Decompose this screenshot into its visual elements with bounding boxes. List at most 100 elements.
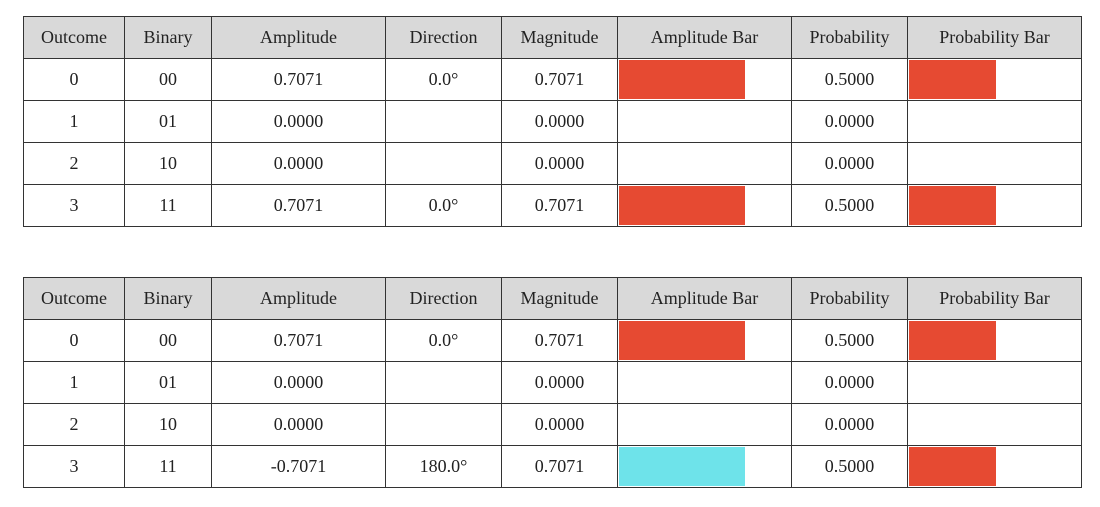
amplitude-cell: 0.0000 [211,403,386,446]
probability-cell: 0.5000 [791,184,908,227]
amplitude-bar [619,447,745,486]
table-row: 0 00 0.7071 0.0° 0.7071 0.5000 [23,58,1082,101]
amplitude-bar [619,186,745,225]
table-row: 2 10 0.0000 0.0000 0.0000 [23,403,1082,446]
amplitude-bar-cell [617,361,792,404]
outcome-cell: 2 [23,403,125,446]
table-row: 0 00 0.7071 0.0° 0.7071 0.5000 [23,319,1082,362]
binary-cell: 11 [124,184,212,227]
outcome-cell: 2 [23,142,125,185]
probability-bar-cell [907,184,1082,227]
table-row: 2 10 0.0000 0.0000 0.0000 [23,142,1082,185]
direction-cell: 180.0° [385,445,502,488]
direction-cell [385,100,502,143]
probability-cell: 0.5000 [791,445,908,488]
header-probability: Probability [791,277,908,320]
probability-bar-cell [907,361,1082,404]
header-probability-bar: Probability Bar [907,16,1082,59]
header-binary: Binary [124,277,212,320]
direction-cell [385,142,502,185]
binary-cell: 10 [124,142,212,185]
state-table-1: Outcome Binary Amplitude Direction Magni… [23,16,1082,227]
magnitude-cell: 0.0000 [501,361,618,404]
table-row: 3 11 -0.7071 180.0° 0.7071 0.5000 [23,445,1082,488]
amplitude-bar-cell [617,184,792,227]
outcome-cell: 3 [23,184,125,227]
binary-cell: 01 [124,100,212,143]
header-direction: Direction [385,277,502,320]
header-direction: Direction [385,16,502,59]
amplitude-bar-cell [617,142,792,185]
header-amplitude-bar: Amplitude Bar [617,277,792,320]
amplitude-cell: 0.0000 [211,361,386,404]
header-outcome: Outcome [23,277,125,320]
binary-cell: 11 [124,445,212,488]
binary-cell: 01 [124,361,212,404]
outcome-cell: 0 [23,58,125,101]
magnitude-cell: 0.0000 [501,142,618,185]
outcome-cell: 1 [23,100,125,143]
direction-cell [385,361,502,404]
direction-cell [385,403,502,446]
probability-bar-cell [907,142,1082,185]
header-amplitude: Amplitude [211,277,386,320]
header-probability-bar: Probability Bar [907,277,1082,320]
amplitude-bar-cell [617,58,792,101]
header-magnitude: Magnitude [501,16,618,59]
probability-cell: 0.5000 [791,319,908,362]
header-probability: Probability [791,16,908,59]
amplitude-bar-cell [617,319,792,362]
outcome-cell: 0 [23,319,125,362]
magnitude-cell: 0.0000 [501,100,618,143]
amplitude-bar [619,321,745,360]
probability-bar-cell [907,445,1082,488]
header-outcome: Outcome [23,16,125,59]
header-magnitude: Magnitude [501,277,618,320]
probability-bar [909,321,996,360]
outcome-cell: 1 [23,361,125,404]
probability-bar-cell [907,100,1082,143]
probability-cell: 0.5000 [791,58,908,101]
direction-cell: 0.0° [385,319,502,362]
outcome-cell: 3 [23,445,125,488]
binary-cell: 00 [124,319,212,362]
direction-cell: 0.0° [385,184,502,227]
table-row: 3 11 0.7071 0.0° 0.7071 0.5000 [23,184,1082,227]
table-row: 1 01 0.0000 0.0000 0.0000 [23,361,1082,404]
amplitude-bar-cell [617,100,792,143]
table-row: 1 01 0.0000 0.0000 0.0000 [23,100,1082,143]
amplitude-bar-cell [617,445,792,488]
amplitude-cell: 0.0000 [211,142,386,185]
probability-cell: 0.0000 [791,100,908,143]
header-row: Outcome Binary Amplitude Direction Magni… [23,277,1082,320]
probability-bar-cell [907,58,1082,101]
state-table-2: Outcome Binary Amplitude Direction Magni… [23,277,1082,488]
magnitude-cell: 0.0000 [501,403,618,446]
amplitude-cell: 0.7071 [211,319,386,362]
probability-bar-cell [907,319,1082,362]
header-amplitude: Amplitude [211,16,386,59]
header-amplitude-bar: Amplitude Bar [617,16,792,59]
magnitude-cell: 0.7071 [501,445,618,488]
probability-cell: 0.0000 [791,403,908,446]
probability-bar [909,60,996,99]
amplitude-cell: 0.7071 [211,184,386,227]
probability-cell: 0.0000 [791,142,908,185]
probability-bar [909,447,996,486]
binary-cell: 10 [124,403,212,446]
amplitude-bar [619,60,745,99]
amplitude-cell: 0.0000 [211,100,386,143]
probability-bar [909,186,996,225]
amplitude-cell: -0.7071 [211,445,386,488]
amplitude-bar-cell [617,403,792,446]
probability-bar-cell [907,403,1082,446]
header-row: Outcome Binary Amplitude Direction Magni… [23,16,1082,59]
probability-cell: 0.0000 [791,361,908,404]
direction-cell: 0.0° [385,58,502,101]
magnitude-cell: 0.7071 [501,58,618,101]
amplitude-cell: 0.7071 [211,58,386,101]
binary-cell: 00 [124,58,212,101]
magnitude-cell: 0.7071 [501,184,618,227]
magnitude-cell: 0.7071 [501,319,618,362]
header-binary: Binary [124,16,212,59]
